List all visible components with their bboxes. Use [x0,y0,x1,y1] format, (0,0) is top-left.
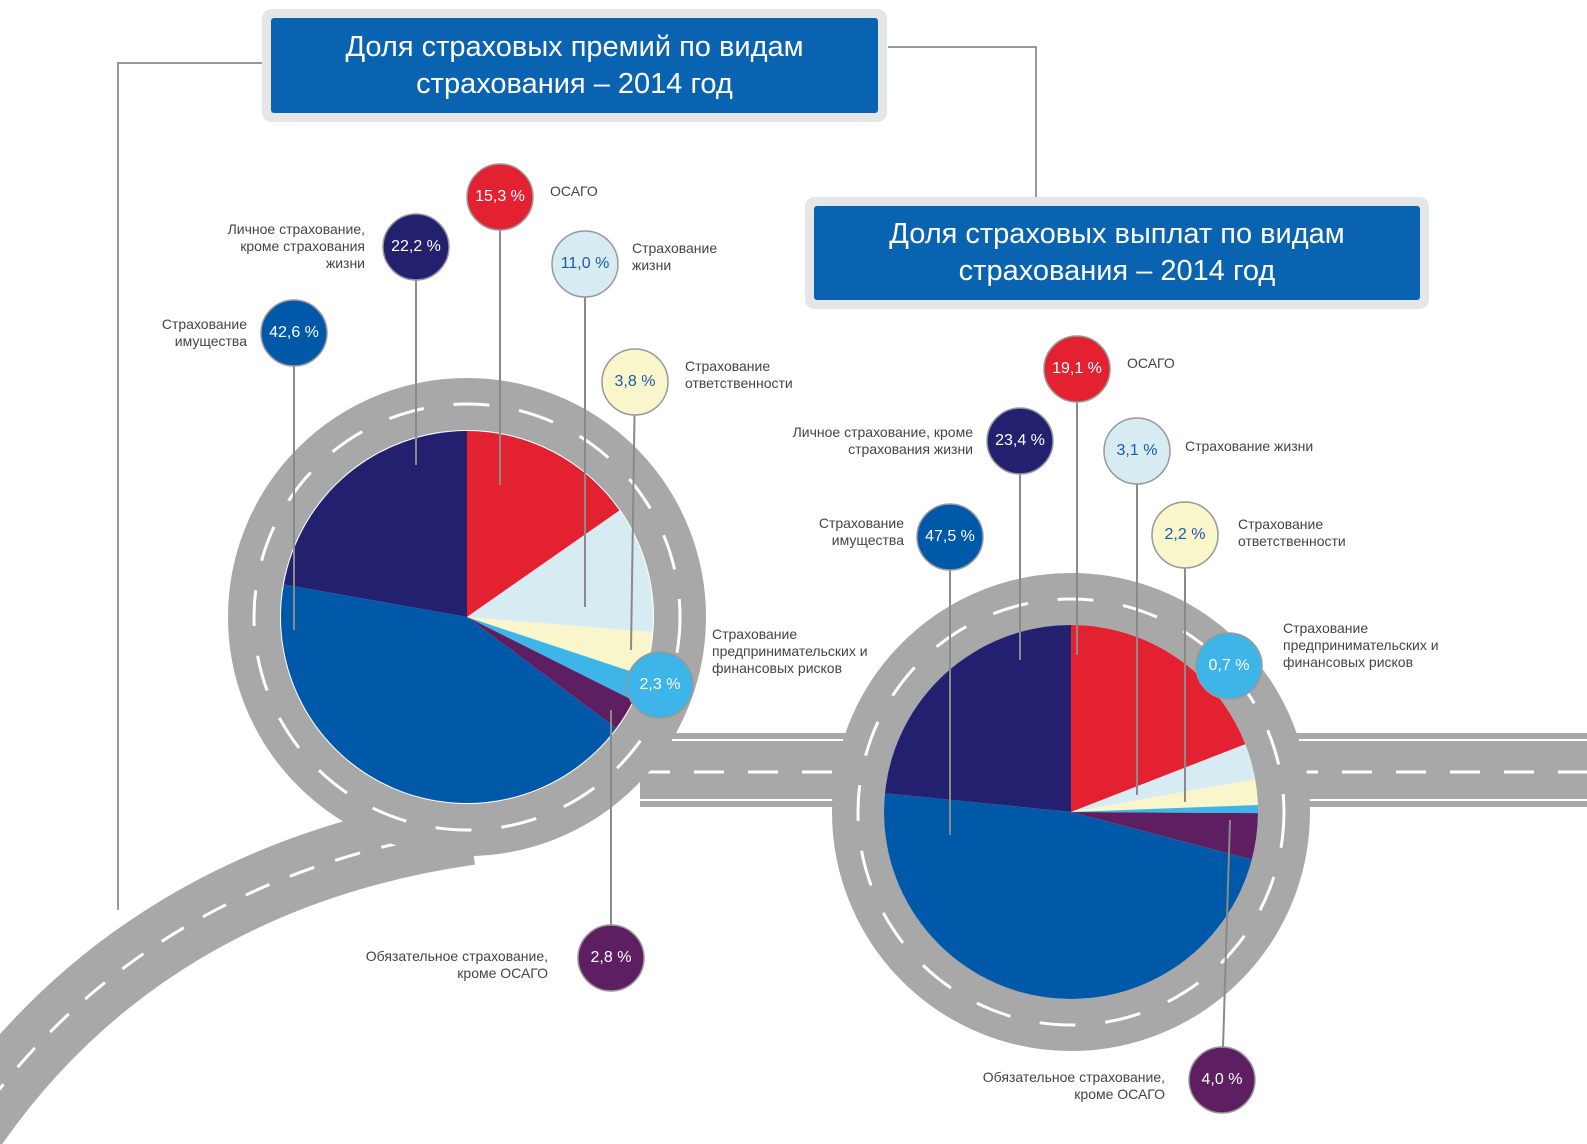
pie-slice [467,617,653,676]
category-label: Страхование предпринимательских и финанс… [712,626,868,676]
value-bubble [601,348,669,416]
value-bubble [1151,501,1219,569]
value-bubble [1188,1046,1256,1114]
pie-slice [467,617,644,701]
value-label: 15,3 % [475,188,525,205]
value-bubble [466,163,534,231]
road-marking [0,828,471,1092]
category-label: Страхование имущества [161,316,247,349]
pie-slice [467,431,620,617]
value-label: 11,0 % [560,255,610,272]
pie-slice [1071,625,1246,812]
pie-slice [467,617,634,729]
category-label: Личное страхование, кроме страхования жи… [227,221,365,271]
pie-slice [1071,744,1256,812]
value-label: 3,1 % [1116,442,1158,459]
pie-slice [884,625,1071,812]
value-bubble [626,651,694,719]
pie-slice [283,431,467,617]
value-bubble [1043,335,1111,403]
value-label: 2,3 % [639,676,681,693]
value-bubble [260,299,328,367]
value-bubble [551,230,619,298]
category-label: Страхование жизни [632,240,718,273]
category-label: Личное страхование, кроме страхования жи… [792,424,973,457]
value-label: 23,4 % [995,432,1045,449]
category-label: Страхование жизни [1185,438,1314,454]
leader-line [630,381,636,651]
value-label: 3,8 % [614,373,656,390]
pie-slice [467,510,654,633]
category-label: Обязательное страхование, кроме ОСАГО [982,1069,1165,1102]
value-label: 19,1 % [1052,360,1102,377]
value-bubble [986,407,1054,475]
value-label: 4,0 % [1201,1071,1243,1088]
value-bubble [577,924,645,992]
ring-marking [252,402,682,832]
category-label: Страхование предпринимательских и финанс… [1283,620,1439,670]
pie-slice [281,584,617,803]
value-bubble [1195,632,1263,700]
category-label: ОСАГО [1127,355,1175,371]
frame-line [117,46,1037,910]
chart-title: Доля страховых выплат по видам страхован… [814,206,1420,300]
pie-slice [1071,779,1258,812]
category-label: Страхование ответственности [685,358,793,391]
chart-title: Доля страховых премий по видам страхован… [271,18,878,113]
value-bubble [1103,417,1171,485]
road [0,795,475,1144]
category-label: Обязательное страхование, кроме ОСАГО [365,948,548,981]
value-label: 47,5 % [925,528,975,545]
value-bubble [382,213,450,281]
pie-slice [884,793,1252,999]
pie-slice [1071,804,1259,814]
value-label: 2,2 % [1164,526,1206,543]
category-label: Страхование ответственности [1238,516,1346,549]
value-bubble [916,503,984,571]
value-label: 42,6 % [269,324,319,341]
category-label: Страхование имущества [818,515,904,548]
pie-slice [1071,812,1258,860]
leader-line [1221,819,1231,1081]
ring-marking [856,597,1286,1027]
value-label: 2,8 % [590,949,632,966]
value-label: 0,7 % [1208,657,1250,674]
category-label: ОСАГО [550,183,598,199]
value-label: 22,2 % [391,238,441,255]
